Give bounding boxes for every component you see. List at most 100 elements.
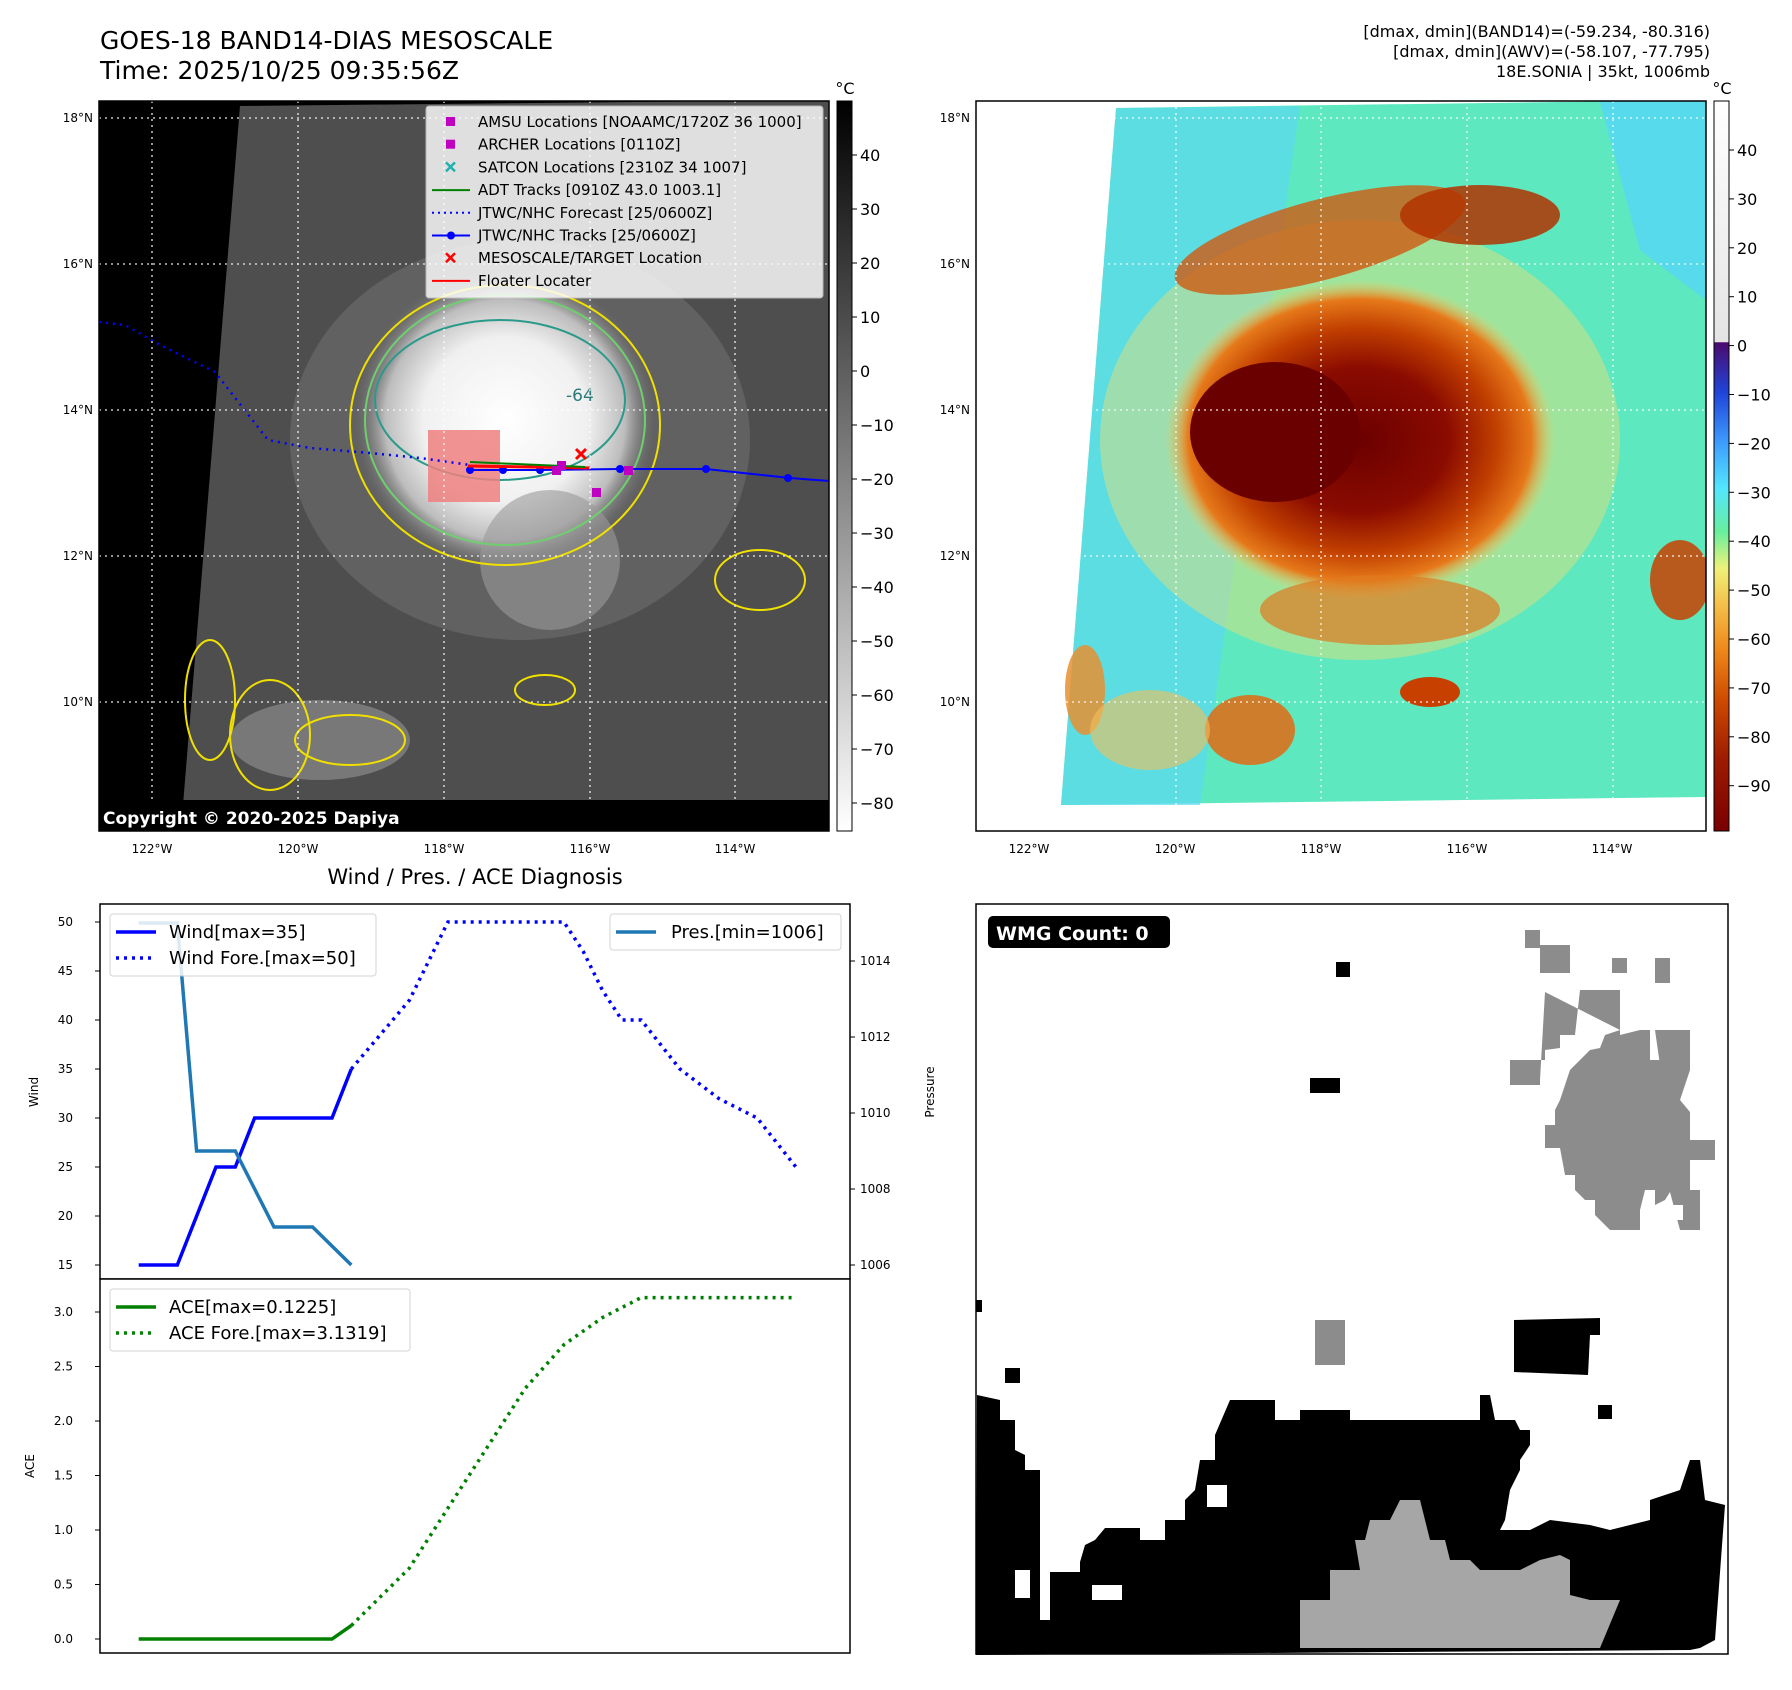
gray-colorbar-tick: 0 (860, 362, 870, 381)
ace-series-line (138, 1624, 353, 1641)
lon-tick-label: 120°W (1155, 842, 1196, 856)
ace-tick-label: 2.0 (54, 1414, 73, 1428)
ace-tick-label: 3.0 (54, 1305, 73, 1319)
pressure-axis-label: Pressure (923, 1066, 937, 1117)
legend-item: Floater Locater (432, 272, 592, 290)
lon-tick-label: 116°W (1447, 842, 1488, 856)
lat-tick-label: 18°N (63, 111, 93, 125)
info-awv: [dmax, dmin](AWV)=(-58.107, -77.795) (1393, 42, 1710, 61)
legend-wind-forecast: Wind Fore.[max=50] (169, 948, 356, 969)
wind-tick-label: 40 (58, 1013, 73, 1027)
color-colorbar (1713, 100, 1730, 832)
pressure-tick-label: 1014 (860, 954, 891, 968)
dot-marker-icon (447, 231, 455, 240)
ace-forecast-series-line (350, 1295, 796, 1627)
legend-ace-forecast: ACE Fore.[max=3.1319] (169, 1323, 387, 1344)
gray-colorbar-tick: −60 (860, 686, 894, 705)
ace-tick-label: 0.0 (54, 1632, 73, 1646)
color-colorbar-tick: 0 (1737, 337, 1747, 356)
wind-tick-label: 30 (58, 1111, 73, 1125)
square-marker-icon (446, 117, 455, 126)
gray-colorbar-tick: 20 (860, 254, 880, 273)
legend-item-label: ARCHER Locations [0110Z] (478, 136, 681, 154)
color-colorbar-tick: 20 (1737, 239, 1757, 258)
lat-tick-label: 16°N (940, 257, 970, 271)
legend-item: ARCHER Locations [0110Z] (446, 136, 681, 154)
legend-item: JTWC/NHC Tracks [25/0600Z] (432, 227, 696, 245)
wind-series-line (138, 1068, 353, 1267)
legend-item: SATCON Locations [2310Z 34 1007] (445, 158, 746, 176)
wind-legend: Wind[max=35] Wind Fore.[max=50] (109, 913, 377, 977)
lat-tick-label: 14°N (63, 403, 93, 417)
map-legend: AMSU Locations [NOAAMC/1720Z 36 1000] ARC… (425, 105, 824, 299)
x-marker-icon (445, 161, 456, 173)
wind-tick-label: 45 (58, 964, 73, 978)
gray-colorbar-tick: −30 (860, 524, 894, 543)
legend-item: MESOSCALE/TARGET Location (445, 249, 702, 267)
legend-item: AMSU Locations [NOAAMC/1720Z 36 1000] (446, 113, 802, 131)
color-colorbar-tick: −70 (1737, 679, 1771, 698)
gray-colorbar-tick: 10 (860, 308, 880, 327)
wind-tick-label: 20 (58, 1209, 73, 1223)
wind-forecast-series-line (349, 920, 798, 1169)
pressure-legend: Pres.[min=1006] (609, 913, 842, 951)
color-colorbar-tick: −10 (1737, 386, 1771, 405)
ace-axis-label: ACE (23, 1454, 37, 1478)
pressure-tick-label: 1012 (860, 1030, 891, 1044)
title-line-1: GOES-18 BAND14-DIAS MESOSCALE (100, 26, 554, 55)
wind-tick-label: 35 (58, 1062, 73, 1076)
gray-colorbar-tick: 30 (860, 200, 880, 219)
legend-wind: Wind[max=35] (169, 922, 306, 943)
color-colorbar-tick: 30 (1737, 190, 1757, 209)
gray-colorbar-tick: −10 (860, 416, 894, 435)
pressure-tick-label: 1010 (860, 1106, 891, 1120)
legend-item-label: MESOSCALE/TARGET Location (478, 249, 702, 267)
ace-tick-label: 1.0 (54, 1523, 73, 1537)
legend-item-label: JTWC/NHC Forecast [25/0600Z] (477, 204, 712, 222)
copyright-text: Copyright © 2020-2025 Dapiya (103, 809, 400, 829)
awv-map (976, 101, 1706, 831)
lon-tick-label: 120°W (278, 842, 319, 856)
wmg-panel: WMG Count: 0 (975, 903, 1729, 1655)
color-colorbar-tick: −90 (1737, 777, 1771, 796)
color-colorbar-unit: °C (1712, 79, 1731, 98)
legend-item-label: ADT Tracks [0910Z 43.0 1003.1] (478, 181, 721, 199)
color-colorbar-tick: −20 (1737, 434, 1771, 453)
lon-tick-label: 118°W (424, 842, 465, 856)
title-line-2: Time: 2025/10/25 09:35:56Z (100, 56, 459, 85)
lat-tick-label: 16°N (63, 257, 93, 271)
gray-colorbar-tick: −40 (860, 578, 894, 597)
color-colorbar-tick: 40 (1737, 141, 1757, 160)
intensity-info: [dmax, dmin](BAND14)=(-59.234, -80.316)[… (1363, 22, 1710, 82)
lat-tick-label: 10°N (63, 695, 93, 709)
square-marker-icon (446, 139, 455, 149)
color-colorbar-tick: 10 (1737, 288, 1757, 307)
legend-item-label: SATCON Locations [2310Z 34 1007] (478, 158, 746, 176)
color-colorbar-tick: −60 (1737, 630, 1771, 649)
pressure-tick-label: 1006 (860, 1258, 891, 1272)
gray-colorbar-tick: −20 (860, 470, 894, 489)
lon-tick-label: 122°W (132, 842, 173, 856)
gray-colorbar-tick: −80 (860, 794, 894, 813)
color-colorbar-tick: −50 (1737, 581, 1771, 600)
lat-tick-label: 18°N (940, 111, 970, 125)
diagnosis-title: Wind / Pres. / ACE Diagnosis (327, 865, 622, 889)
legend-item-label: Floater Locater (478, 272, 592, 290)
info-band14: [dmax, dmin](BAND14)=(-59.234, -80.316) (1363, 22, 1710, 41)
wind-tick-label: 50 (58, 915, 73, 929)
gray-colorbar-tick: −70 (860, 740, 894, 759)
lon-tick-label: 118°W (1301, 842, 1342, 856)
gray-colorbar-unit: °C (835, 79, 854, 98)
legend-ace: ACE[max=0.1225] (169, 1297, 336, 1318)
ace-tick-label: 1.5 (54, 1469, 73, 1483)
wind-tick-label: 15 (58, 1258, 73, 1272)
lat-tick-label: 12°N (940, 549, 970, 563)
figure-title: GOES-18 BAND14-DIAS MESOSCALE Time: 2025/… (100, 26, 553, 86)
lat-tick-label: 10°N (940, 695, 970, 709)
ace-tick-label: 2.5 (54, 1360, 73, 1374)
legend-item: JTWC/NHC Forecast [25/0600Z] (432, 204, 712, 222)
ace-tick-label: 0.5 (54, 1578, 73, 1592)
legend-pressure: Pres.[min=1006] (671, 922, 824, 943)
color-colorbar-tick: −80 (1737, 728, 1771, 747)
